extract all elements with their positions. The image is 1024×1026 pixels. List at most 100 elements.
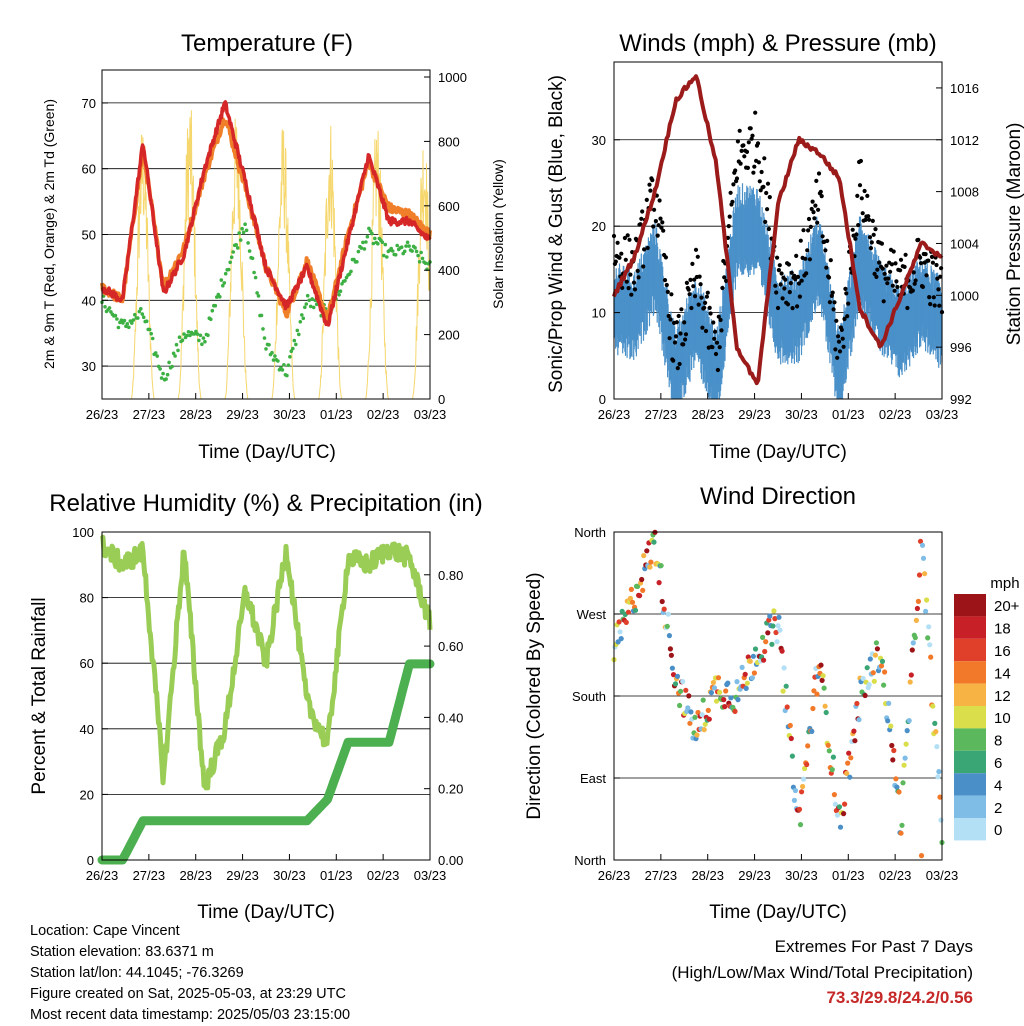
direction-marker (805, 743, 811, 749)
wind-gust-marker (918, 261, 924, 266)
wind-gust-marker (738, 161, 743, 166)
wind-gust-marker (691, 284, 696, 289)
temperature-ytick-right-label: 200 (438, 328, 460, 343)
wind-gust-marker (695, 254, 700, 259)
wind-gust-marker (853, 236, 858, 241)
wind-gust-marker (833, 347, 838, 352)
extremes-title: Extremes For Past 7 Days (774, 937, 973, 956)
winds-plot-area (611, 74, 945, 399)
wind-gust-marker (841, 344, 846, 349)
dewpoint-marker (228, 260, 232, 265)
wind-gust-marker (657, 198, 662, 203)
wind-gust-marker (678, 331, 683, 336)
dewpoint-marker (223, 271, 228, 276)
dewpoint-marker (238, 238, 243, 242)
wind-gust-marker (693, 247, 699, 252)
direction-marker (711, 685, 718, 691)
extremes-value: 73.3/29.8/24.2/0.56 (826, 988, 973, 1007)
dewpoint-marker (288, 355, 292, 359)
dewpoint-marker (282, 363, 286, 367)
direction-marker (882, 669, 888, 675)
wind-gust-marker (745, 165, 751, 170)
dewpoint-marker (218, 295, 222, 299)
wind-gust-marker (888, 269, 893, 274)
wind-gust-marker (912, 281, 917, 286)
wind-gust-marker (927, 295, 932, 300)
wind-gust-marker (920, 284, 926, 289)
direction-marker (830, 754, 837, 760)
wind-gust-marker (811, 210, 816, 215)
wind-gust-marker (632, 287, 638, 292)
direction-marker (936, 769, 942, 775)
wind-gust-marker (840, 336, 845, 341)
direction-ylabel-left: Direction (Colored By Speed) (524, 572, 545, 819)
dewpoint-marker (376, 241, 380, 246)
direction-marker (780, 688, 786, 694)
winds-ytick-left-label: 20 (592, 219, 606, 234)
temperature-ytick-left-label: 70 (82, 96, 96, 111)
dewpoint-marker (221, 283, 225, 288)
direction-marker (715, 675, 722, 681)
dewpoint-marker (402, 249, 407, 254)
wind-gust-marker (820, 234, 825, 239)
winds-xtick-label: 27/23 (645, 407, 678, 422)
dewpoint-marker (170, 364, 174, 369)
dewpoint-marker (116, 325, 121, 330)
winds-xtick-label: 29/23 (738, 407, 771, 422)
dewpoint-marker (300, 313, 304, 317)
wind-gust-marker (884, 263, 889, 268)
direction-marker (851, 728, 857, 734)
direction-marker (789, 753, 796, 759)
colorbar-label: 10 (994, 710, 1011, 727)
wind-gust-marker (893, 261, 898, 266)
colorbar-swatch (954, 795, 986, 818)
direction-xtick-label: 02/23 (879, 868, 912, 883)
winds-panel: Winds (mph) & Pressure (mb) 0 10 20 30 992 99… (546, 30, 1024, 463)
direction-marker (841, 811, 847, 817)
direction-marker (881, 682, 887, 688)
colorbar-swatch (954, 683, 986, 706)
colorbar-swatch (954, 773, 986, 796)
wind-gust-marker (639, 216, 644, 221)
direction-marker (866, 682, 872, 688)
direction-marker (772, 616, 778, 622)
dewpoint-marker (131, 318, 136, 322)
direction-marker (822, 703, 828, 709)
dewpoint-marker (197, 338, 201, 343)
wind-gust-marker (692, 277, 697, 282)
colorbar-label: 14 (994, 665, 1011, 682)
dewpoint-marker (291, 346, 295, 351)
wind-gust-marker (816, 171, 822, 176)
dewpoint-marker (297, 332, 301, 337)
direction-marker (842, 801, 848, 807)
wind-gust-marker (741, 143, 746, 148)
dewpoint-marker (361, 240, 365, 245)
direction-marker (678, 688, 684, 694)
wind-gust-marker (792, 273, 797, 278)
humidity-frame (101, 531, 431, 861)
direction-marker (656, 580, 662, 586)
direction-marker (762, 648, 768, 655)
wind-gust-marker (766, 226, 772, 232)
temperature-xtick-label: 27/23 (133, 407, 166, 422)
dewpoint-marker (161, 371, 165, 376)
humidity-ytick-right-label: 0.00 (438, 853, 463, 868)
wind-gust-marker (828, 258, 833, 263)
wind-gust-marker (697, 274, 702, 279)
wind-gust-marker (905, 305, 910, 311)
winds-ytick-right-label: 1012 (950, 133, 979, 148)
dewpoint-marker (164, 377, 168, 381)
wind-gust-marker (724, 278, 729, 283)
wind-gust-marker (854, 232, 859, 237)
direction-marker (902, 755, 908, 761)
colorbar-label: 8 (994, 733, 1002, 750)
direction-marker (852, 738, 858, 744)
wind-gust-marker (799, 278, 804, 283)
wind-gust-marker (891, 249, 896, 254)
dewpoint-marker (180, 338, 185, 343)
dewpoint-marker (365, 234, 370, 239)
winds-xtick-label: 30/23 (785, 407, 818, 422)
temperature-plot-area (100, 100, 432, 400)
relative-humidity-line (99, 534, 433, 791)
colorbar-label: 18 (994, 621, 1011, 638)
